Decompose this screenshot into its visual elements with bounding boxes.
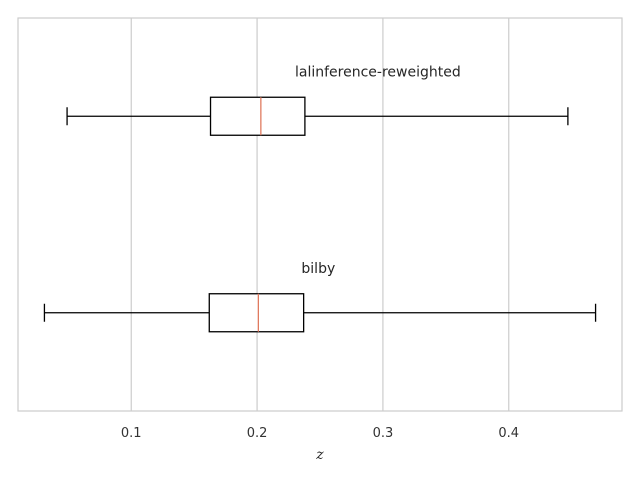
iqr-box [208,293,305,333]
x-tick-label: 0.1 [121,426,142,441]
box-0: lalinference-reweighted [66,64,569,136]
box-1: bilby [43,261,597,333]
plot-frame [17,17,623,412]
x-tick-labels: 0.1 0.2 0.3 0.4 [121,426,519,441]
x-tick-label: 0.4 [498,426,519,441]
x-tick-label: 0.3 [373,426,394,441]
x-tick-label: 0.2 [247,426,268,441]
x-axis-label: z [315,447,324,463]
iqr-box [209,96,306,136]
grid-lines [130,18,510,411]
series-label: lalinference-reweighted [295,64,461,80]
box-series: lalinference-reweighted bilby [43,64,597,333]
series-label: bilby [301,261,335,277]
plot-background [18,18,622,411]
